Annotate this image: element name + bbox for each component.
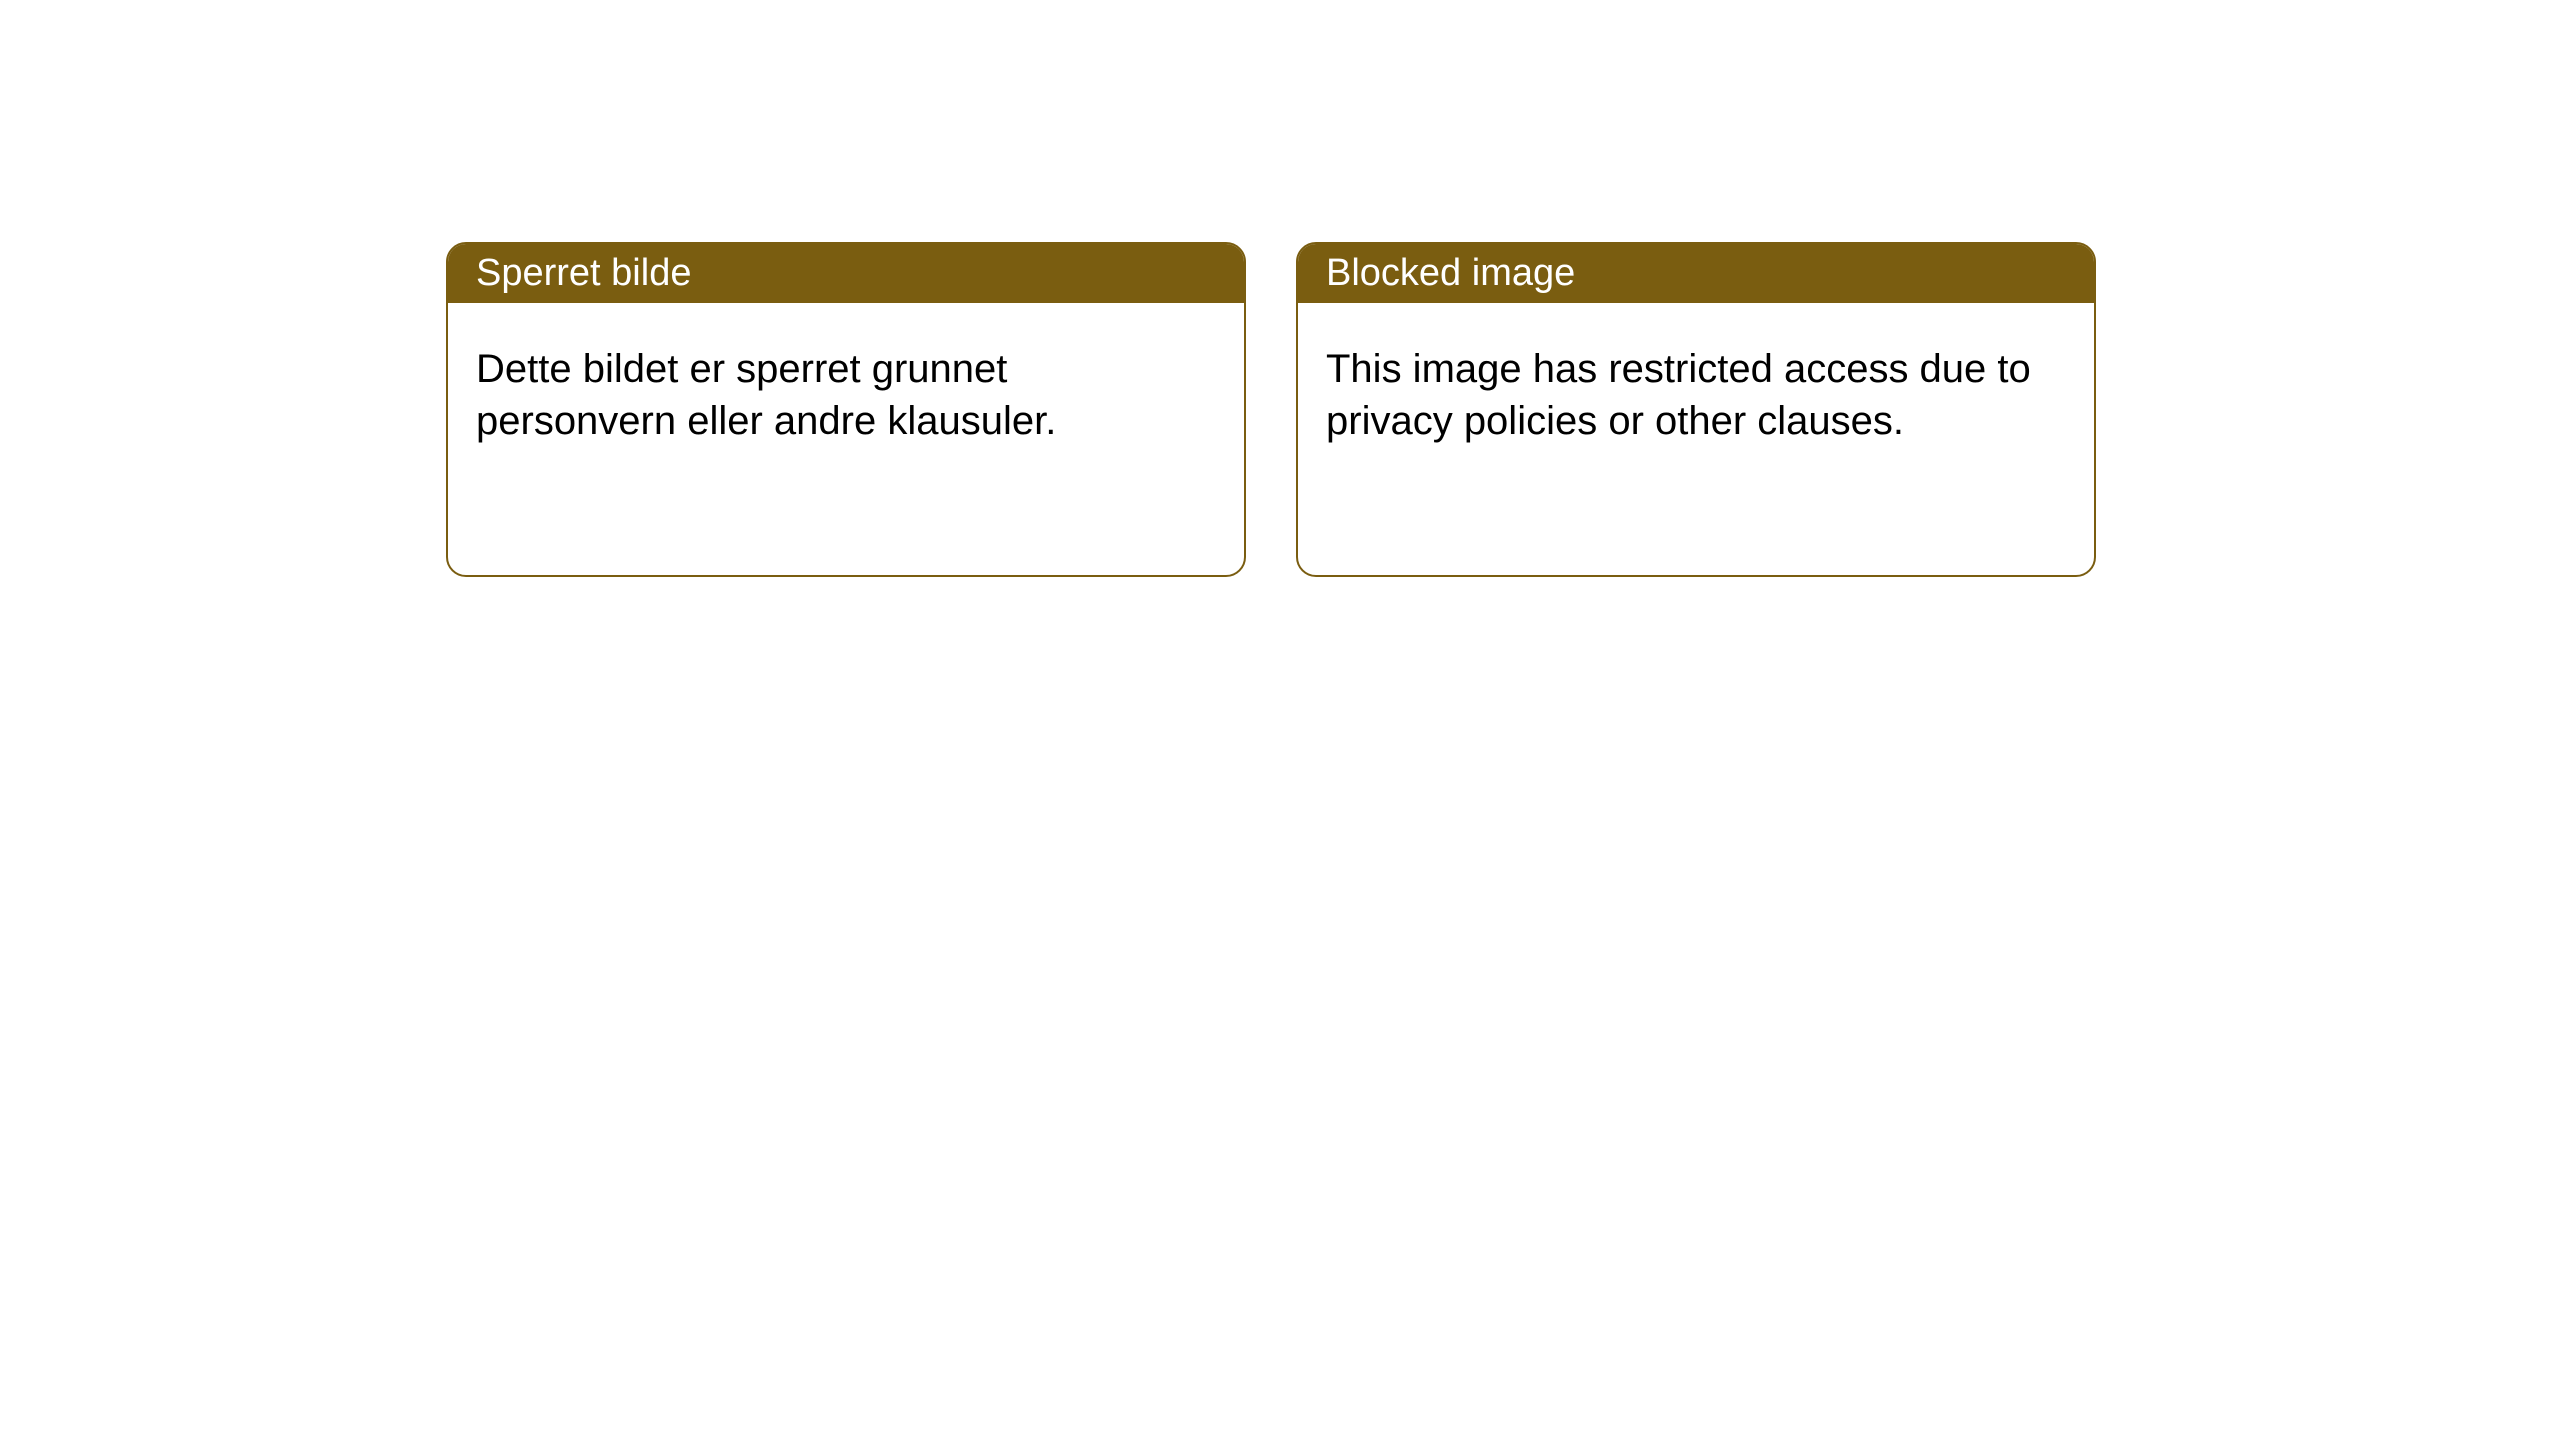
panel-header-norwegian: Sperret bilde (448, 244, 1244, 303)
panel-header-english: Blocked image (1298, 244, 2094, 303)
panel-body-norwegian: Dette bildet er sperret grunnet personve… (448, 303, 1244, 475)
notice-panels-container: Sperret bilde Dette bildet er sperret gr… (0, 0, 2560, 577)
notice-panel-english: Blocked image This image has restricted … (1296, 242, 2096, 577)
notice-panel-norwegian: Sperret bilde Dette bildet er sperret gr… (446, 242, 1246, 577)
panel-title: Blocked image (1326, 252, 1575, 294)
panel-body-english: This image has restricted access due to … (1298, 303, 2094, 475)
panel-body-text: This image has restricted access due to … (1326, 347, 2031, 443)
panel-title: Sperret bilde (476, 252, 691, 294)
panel-body-text: Dette bildet er sperret grunnet personve… (476, 347, 1056, 443)
